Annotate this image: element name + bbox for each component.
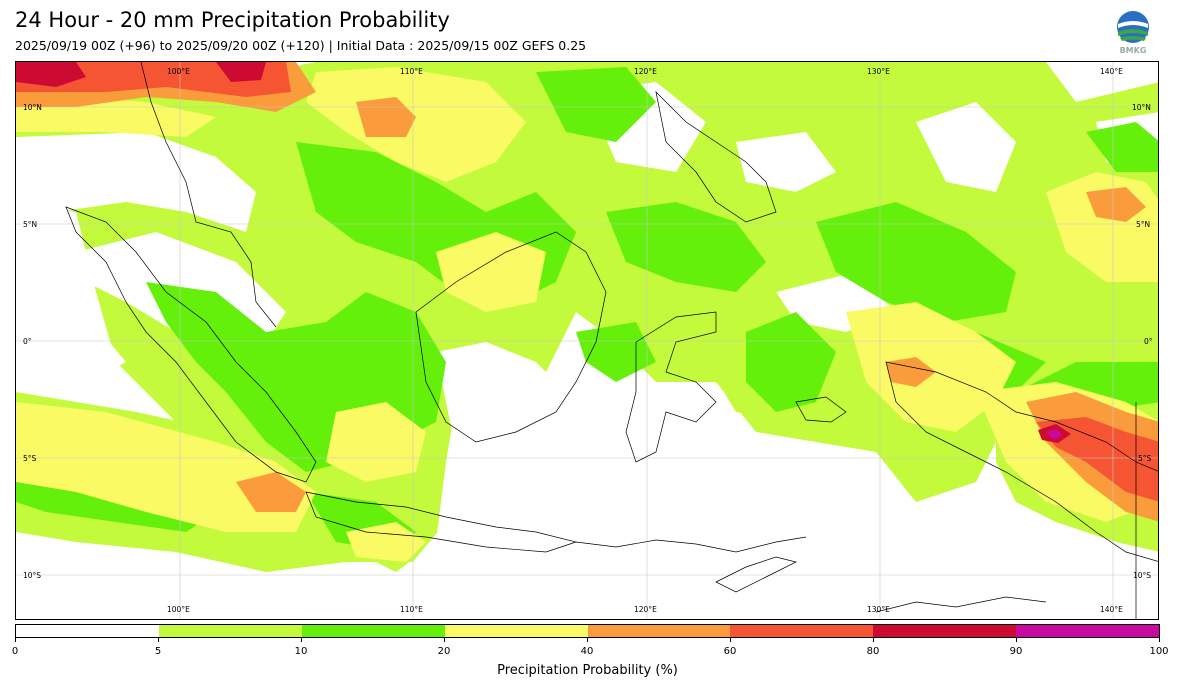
colorbar-tick-label: 100 [1149,646,1169,657]
red-shading [16,62,1158,502]
lat-label-right-0: 0° [1144,337,1153,346]
colorbar-tick-label: 90 [1009,646,1023,657]
logo-text: BMKG [1120,46,1147,55]
colorbar-tick-mark [444,638,445,642]
lat-label-left-10n: 10°N [23,103,42,112]
australia-coast [875,596,1047,613]
colorbar-tick-mark [301,638,302,642]
malay-peninsula-coast [140,62,277,328]
colorbar-tick-label: 10 [294,646,308,657]
colorbar-segment [873,625,1017,637]
colorbar-tick-label: 20 [437,646,451,657]
colorbar-label: Precipitation Probability (%) [497,663,678,678]
colorbar-tick-label: 80 [866,646,880,657]
sumatra-coast [65,206,317,483]
colorbar-tick-label: 40 [580,646,594,657]
lat-label-left-10s: 10°S [23,571,42,580]
colorbar-tick-label: 0 [11,646,19,657]
colorbar-tick-label: 60 [723,646,737,657]
lon-label-top-100: 100°E [167,67,190,76]
crimson-shading [16,62,1071,443]
coastlines [65,62,1158,619]
lon-label-bottom-140: 140°E [1100,605,1123,614]
colorbar-segment [587,625,731,637]
colorbar-segment [444,625,588,637]
maluku-coast [795,396,847,423]
lat-label-left-0: 0° [23,337,32,346]
lat-label-left-5n: 5°N [23,220,38,229]
colorbar-tick-label: 5 [154,646,162,657]
lon-label-top-140: 140°E [1100,67,1123,76]
colorbar-tick-mark [1159,638,1160,642]
lon-label-bottom-120: 120°E [634,605,657,614]
map-title: 24 Hour - 20 mm Precipitation Probabilit… [15,8,450,32]
colorbar-segment [158,625,302,637]
lat-label-right-5s: 5°S [1138,454,1152,463]
philippines-coast [655,90,777,223]
map-subtitle: 2025/09/19 00Z (+96) to 2025/09/20 00Z (… [15,38,587,53]
lon-label-top-120: 120°E [634,67,657,76]
colorbar-tick-mark [730,638,731,642]
magenta-shading [1046,429,1062,440]
bmkg-logo: BMKG [1114,10,1152,56]
colorbar-tick-mark [1016,638,1017,642]
lon-label-top-130: 130°E [867,67,890,76]
sulawesi-coast [625,311,717,463]
borneo-coast [415,231,607,443]
lat-label-right-5n: 5°N [1136,220,1151,229]
colorbar-tick-mark [587,638,588,642]
graticule [16,62,1158,619]
lat-label-left-5s: 5°S [23,454,37,463]
colorbar-segment [730,625,874,637]
lesser-sunda-coast [575,536,807,553]
lon-label-bottom-100: 100°E [167,605,190,614]
colorbar-segment [16,625,159,637]
lat-label-right-10n: 10°N [1132,103,1151,112]
lon-label-bottom-130: 130°E [867,605,890,614]
colorbar-segment [1016,625,1159,637]
lat-label-right-10s: 10°S [1133,571,1152,580]
colorbar-segment [301,625,445,637]
precipitation-map: 100°E 110°E 120°E 130°E 140°E 100°E 110°… [15,61,1159,620]
timor-coast [715,556,798,593]
colorbar [15,624,1160,638]
lon-label-top-110: 110°E [400,67,423,76]
lon-label-bottom-110: 110°E [400,605,423,614]
colorbar-tick-mark [873,638,874,642]
map-canvas [16,62,1158,619]
colorbar-tick-mark [158,638,159,642]
new-guinea-coast [885,361,1158,562]
colorbar-tick-mark [15,638,16,642]
